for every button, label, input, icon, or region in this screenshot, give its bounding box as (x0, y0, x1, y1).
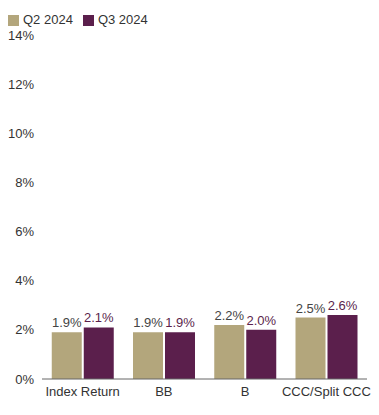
svg-text:2%: 2% (15, 322, 34, 337)
svg-text:2.5%: 2.5% (296, 301, 326, 316)
svg-text:2.0%: 2.0% (246, 313, 276, 328)
svg-text:CCC/Split CCC: CCC/Split CCC (282, 384, 371, 399)
svg-text:B: B (241, 384, 250, 399)
html-text:Q3 2024: Q3 2024 (97, 12, 148, 27)
svg-text:2.1%: 2.1% (84, 310, 114, 325)
svg-text:1.9%: 1.9% (133, 315, 163, 330)
svg-text:Index Return: Index Return (45, 384, 119, 399)
svg-text:1.9%: 1.9% (52, 315, 82, 330)
svg-text:12%: 12% (8, 77, 34, 92)
svg-text:BB: BB (155, 384, 172, 399)
svg-text:14%: 14% (8, 28, 34, 43)
html-text:Q2 2024: Q2 2024 (23, 12, 73, 27)
svg-text:10%: 10% (8, 126, 34, 141)
svg-text:2.6%: 2.6% (328, 298, 358, 313)
svg-text:0%: 0% (15, 372, 34, 387)
svg-text:1.9%: 1.9% (165, 315, 195, 330)
svg-text:6%: 6% (15, 224, 34, 239)
svg-text:2.2%: 2.2% (214, 308, 244, 323)
svg-text:4%: 4% (15, 273, 34, 288)
svg-text:8%: 8% (15, 175, 34, 190)
